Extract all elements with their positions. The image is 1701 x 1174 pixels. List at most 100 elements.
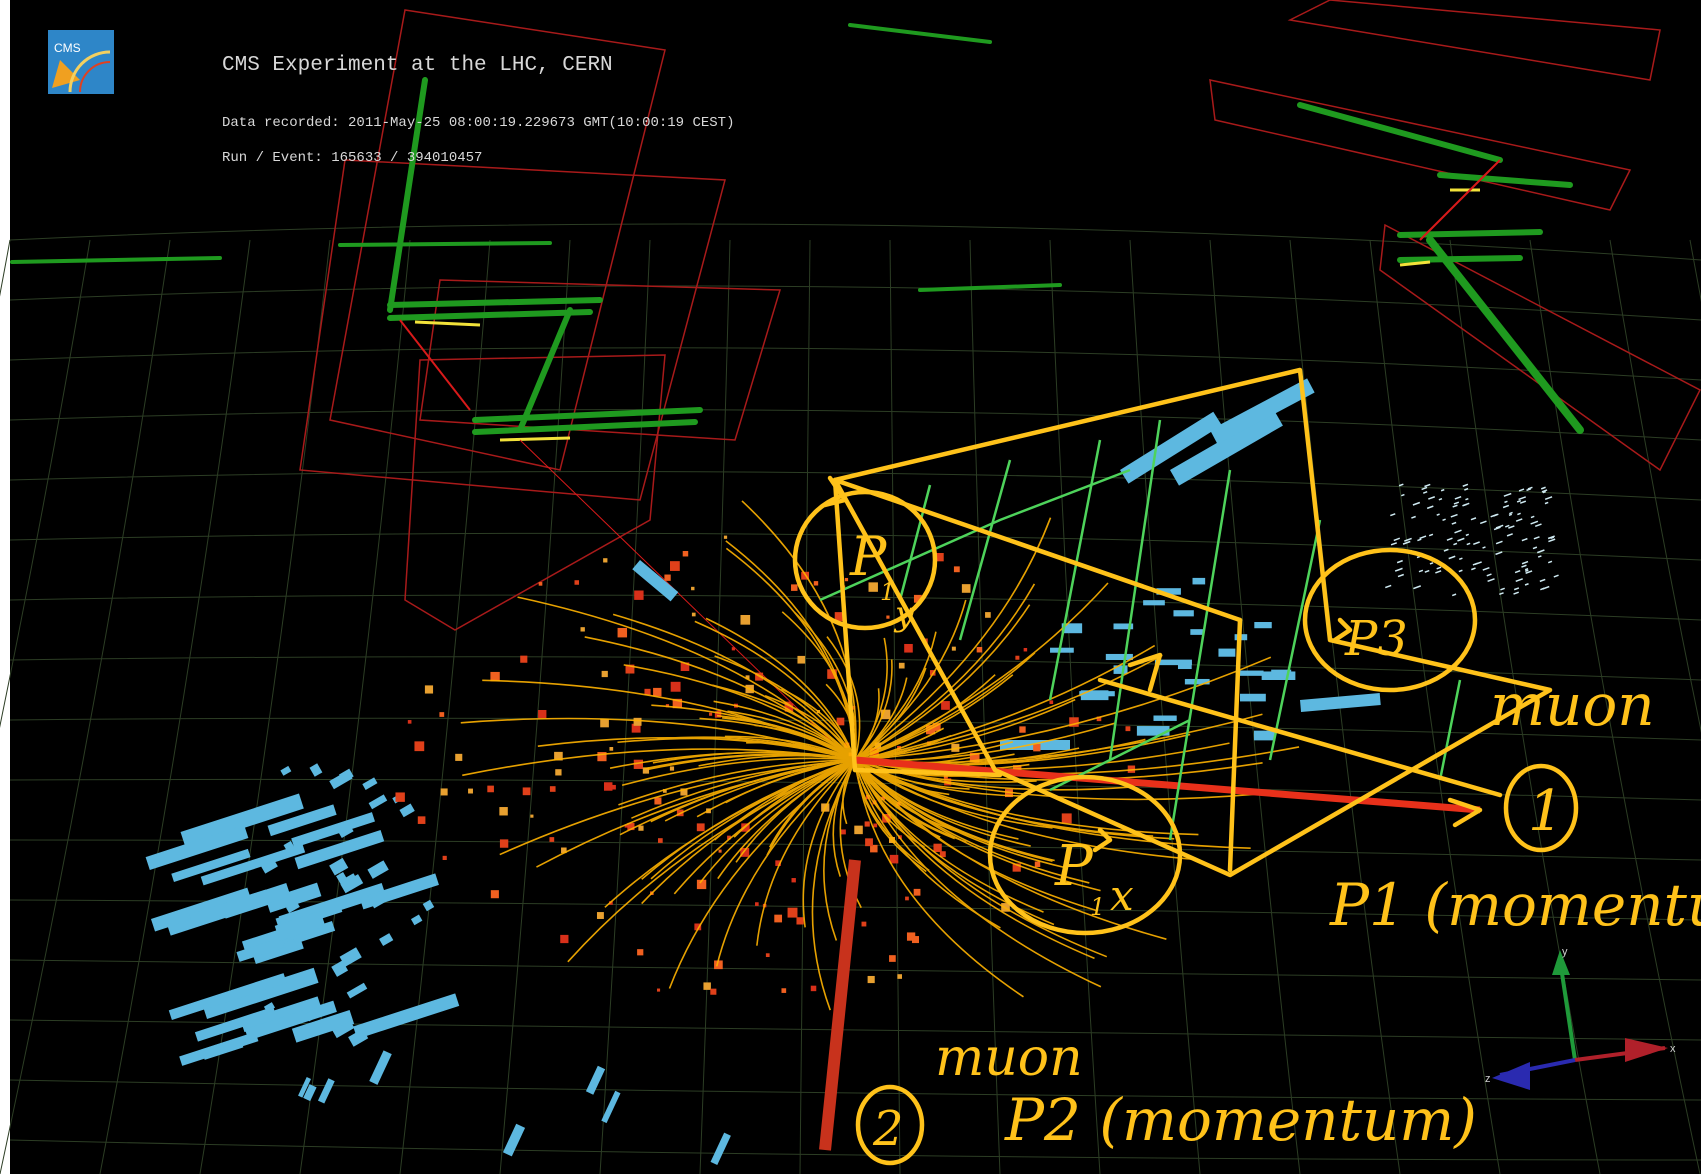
forward-hit <box>1504 524 1510 528</box>
grid-line <box>9 285 1701 321</box>
forward-hit <box>1524 583 1529 586</box>
ecal-hit <box>913 888 921 896</box>
forward-hit <box>1515 518 1523 522</box>
ecal-hit <box>520 655 528 663</box>
forward-hit <box>1532 546 1538 550</box>
charged-track <box>460 717 856 761</box>
ecal-hit <box>953 566 960 573</box>
hcal-tower <box>331 960 349 977</box>
forward-hit <box>1428 533 1434 537</box>
forward-hit <box>1508 513 1513 517</box>
grid-line <box>9 409 1701 441</box>
charged-track <box>854 674 1014 761</box>
hcal-tower <box>150 887 252 932</box>
hcal-tower <box>353 993 460 1039</box>
charged-track <box>713 700 856 761</box>
ecal-hit <box>889 854 899 864</box>
p1y-subscript: y <box>893 594 915 634</box>
charged-track <box>741 500 857 761</box>
grid-line <box>9 594 1701 621</box>
hcal-tower <box>304 1005 324 1022</box>
hcal-tower <box>1210 378 1315 445</box>
charged-track <box>499 759 856 856</box>
ecal-hit <box>755 902 759 906</box>
hcal-tower <box>1190 629 1203 635</box>
forward-hit <box>1424 569 1430 573</box>
experiment-title: CMS Experiment at the LHC, CERN <box>222 54 613 77</box>
ecal-hit <box>440 788 448 796</box>
hcal-tower <box>1050 647 1074 653</box>
hcal-tower <box>283 938 299 954</box>
forward-hit <box>1462 502 1470 507</box>
forward-hit <box>1428 496 1436 500</box>
grid-line <box>599 239 651 1174</box>
hcal-tower <box>1143 600 1165 606</box>
ecal-hit <box>775 860 781 866</box>
forward-hit <box>1429 562 1434 565</box>
grid-line <box>9 532 1701 561</box>
hcal-tower <box>265 882 322 913</box>
forward-hit <box>1530 520 1539 525</box>
ecal-hit <box>1023 647 1028 652</box>
ecal-hit <box>691 612 696 617</box>
charged-track <box>854 599 967 761</box>
forward-hit <box>1503 492 1512 497</box>
logo-text: CMS <box>54 41 81 55</box>
hcal-tower <box>1061 623 1083 634</box>
charged-track <box>698 754 856 767</box>
momentum-box-edge <box>852 767 1003 778</box>
ecal-hit <box>840 829 846 835</box>
muon-segment <box>387 309 593 321</box>
forward-hit <box>1548 538 1556 543</box>
muon-segment <box>1297 102 1503 163</box>
charged-track <box>714 655 856 761</box>
ecal-hit <box>633 759 644 769</box>
grid-line <box>889 239 901 1174</box>
forward-hit <box>1440 488 1445 492</box>
forward-hit <box>1390 542 1398 546</box>
forward-hit <box>1553 574 1559 578</box>
ecal-hit <box>889 955 896 962</box>
chamber-highlight <box>1399 260 1431 267</box>
hcal-towers <box>145 378 1381 1165</box>
ecal-hit <box>740 847 750 857</box>
hcal-tower <box>280 765 292 776</box>
forward-hit <box>1526 488 1532 492</box>
ecal-hit <box>664 574 671 581</box>
hcal-tower <box>194 1006 277 1042</box>
ecal-hit <box>670 681 681 692</box>
ecal-hit <box>1012 863 1021 872</box>
hcal-tower <box>1184 678 1210 685</box>
logo-arc <box>79 61 111 93</box>
ecal-hit <box>784 703 794 712</box>
ecal-hit <box>709 712 713 716</box>
forward-hit <box>1530 515 1535 519</box>
charged-track <box>770 759 856 803</box>
ecal-hit <box>634 590 644 600</box>
forward-hit <box>1482 546 1486 549</box>
hcal-tower <box>346 982 368 999</box>
forward-hit <box>1397 573 1404 578</box>
ecal-hit <box>555 769 562 776</box>
forward-hit <box>1544 496 1553 501</box>
arrow-head-muon-1 <box>1447 797 1483 828</box>
forward-hit <box>1462 483 1469 487</box>
forward-hit <box>1466 542 1471 546</box>
forward-hit <box>1506 533 1513 537</box>
hcal-tower <box>348 1028 369 1047</box>
charged-track <box>619 759 856 836</box>
y-axis-label: y <box>1562 946 1568 958</box>
ecal-hit <box>549 837 555 842</box>
ecal-hit <box>637 949 644 956</box>
forward-hit <box>1537 549 1545 554</box>
forward-hit <box>1518 496 1526 501</box>
ecal-hit <box>873 823 878 828</box>
hcal-tower <box>329 857 349 876</box>
ecal-hit <box>596 912 604 919</box>
ecal-hit <box>680 662 690 672</box>
hcal-tower <box>368 794 388 810</box>
muon-segment <box>918 283 1062 292</box>
forward-hit <box>1402 540 1411 545</box>
ecal-hit <box>672 698 683 709</box>
